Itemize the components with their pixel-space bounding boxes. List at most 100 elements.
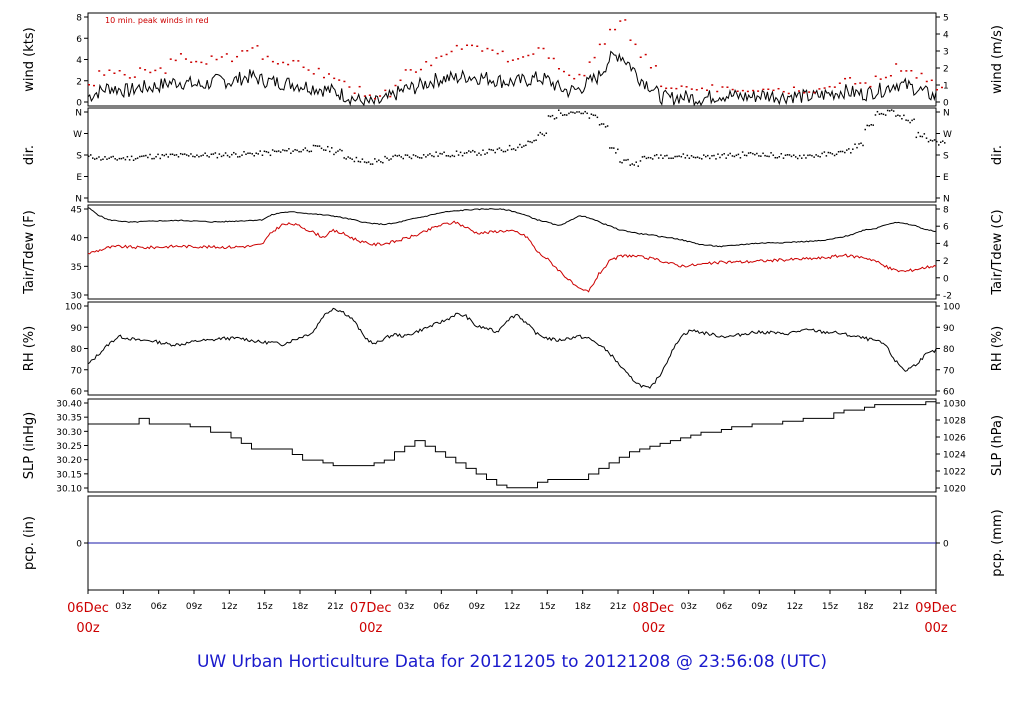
peak-wind-point [251, 47, 254, 49]
wind-dir-point [915, 136, 918, 139]
wind-dir-point [406, 154, 409, 156]
wind-dir-point [392, 155, 394, 158]
wind-dir-point [384, 155, 386, 158]
peak-wind-point [215, 58, 218, 61]
wind-dir-point [762, 152, 764, 155]
xtick-label: 09z [469, 602, 485, 612]
ytick-label-right: N [943, 195, 950, 205]
peak-wind-point [348, 86, 351, 88]
peak-wind-point [98, 70, 101, 72]
wind-dir-point [498, 147, 501, 149]
ytick-label-left: 60 [71, 388, 83, 398]
wind-dir-point [839, 150, 842, 153]
peak-wind-point [920, 72, 923, 75]
wind-dir-point [921, 135, 924, 138]
peak-wind-point [425, 61, 428, 63]
wind-dir-point [770, 152, 772, 154]
peak-wind-point [231, 60, 234, 63]
wind-dir-point [798, 154, 801, 157]
wind-dir-point [913, 118, 915, 121]
ytick-label-right: 60 [943, 388, 955, 398]
wind-dir-point [615, 152, 617, 154]
wind-dir-point [245, 153, 247, 156]
wind-dir-point [222, 154, 225, 157]
ytick-label-right: 0 [943, 99, 949, 109]
wind-dir-point [141, 155, 143, 158]
wind-dir-point [788, 154, 791, 156]
peak-wind-point [389, 95, 392, 98]
peak-wind-point [149, 71, 152, 74]
wind-dir-point [365, 161, 368, 164]
ytick-label-left: 30.20 [56, 456, 82, 466]
wind-dir-point [703, 154, 705, 156]
wind-dir-point [282, 149, 284, 151]
wind-dir-point [919, 135, 922, 138]
wind-dir-point [96, 157, 98, 160]
wind-dir-point [355, 156, 358, 159]
wind-dir-point [846, 149, 848, 151]
wind-dir-point [684, 157, 687, 159]
wind-dir-point [854, 143, 856, 145]
peak-wind-point [333, 77, 336, 80]
peak-wind-point [701, 87, 704, 90]
wind-dir-point [284, 149, 286, 152]
peak-wind-point [930, 79, 933, 82]
peak-wind-point [660, 85, 663, 88]
peak-wind-point [220, 56, 223, 58]
peak-wind-point [629, 39, 632, 41]
wind-dir-point [764, 154, 766, 157]
wind-dir-point [782, 157, 785, 159]
wind-dir-point [233, 151, 235, 154]
xtick-label: 09z [186, 602, 202, 612]
peak-wind-point [414, 71, 417, 73]
ytick-label-left: 0 [76, 99, 82, 109]
ytick-label-left: 80 [71, 345, 83, 355]
wind-dir-point [619, 161, 621, 163]
wind-dir-point [190, 153, 192, 155]
wind-dir-point [892, 110, 895, 112]
wind-dir-point [167, 156, 170, 158]
wind-dir-point [811, 154, 813, 157]
wind-dir-point [235, 153, 237, 155]
wind-dir-point [899, 115, 901, 117]
peak-wind-point [757, 90, 760, 92]
wind-dir-point [449, 155, 452, 158]
ytick-label-left: 30.40 [56, 400, 82, 410]
peak-wind-point [450, 50, 453, 53]
wind-dir-point [537, 134, 540, 136]
wind-dir-point [380, 161, 382, 163]
wind-dir-point [337, 150, 339, 152]
wind-dir-point [796, 157, 799, 160]
wind-dir-point [492, 149, 494, 152]
wind-dir-point [895, 115, 897, 117]
wind-dir-point [463, 152, 466, 154]
wind-dir-point [451, 154, 454, 157]
wind-dir-point [527, 140, 529, 143]
wind-dir-point [653, 154, 656, 157]
wind-dir-point [161, 154, 164, 156]
peak-wind-point [568, 74, 571, 77]
peak-wind-point [573, 77, 576, 80]
ylabel-left: RH (%) [22, 326, 37, 371]
wind-dir-point [508, 144, 511, 147]
ytick-label-left: 90 [71, 324, 83, 334]
wind-dir-point [183, 153, 186, 155]
peak-wind-point [282, 61, 285, 64]
wind-dir-point [696, 156, 699, 158]
ytick-label-right: 6 [943, 223, 949, 233]
wind-dir-point [688, 157, 691, 159]
ytick-label-left: 8 [76, 14, 82, 24]
wind-dir-point [872, 124, 874, 126]
wind-dir-point [312, 144, 315, 147]
wind-dir-point [807, 154, 809, 157]
wind-dir-point [555, 117, 558, 119]
ytick-label-left: 6 [76, 35, 82, 45]
wind-dir-point [547, 115, 550, 117]
wind-dir-point [936, 140, 938, 143]
wind-dir-point [330, 147, 333, 149]
wind-dir-point [376, 160, 378, 163]
wind-dir-point [402, 157, 405, 160]
wind-dir-point [210, 153, 213, 156]
wind-dir-point [754, 153, 756, 156]
xtick-label-day-sub: 00z [924, 621, 948, 636]
